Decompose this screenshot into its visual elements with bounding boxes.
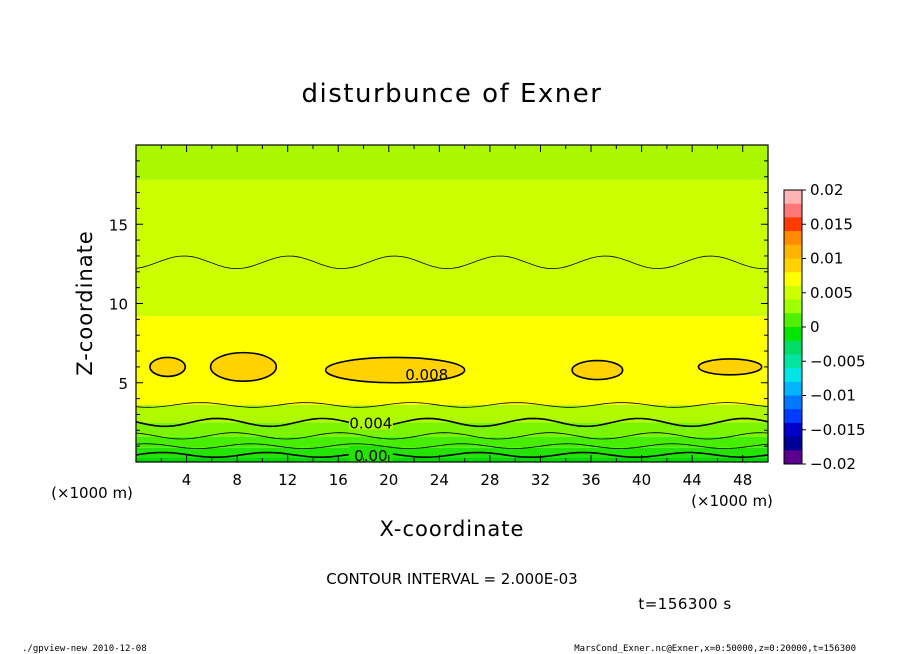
x-tick-label: 48 [733,471,752,489]
footer-right: MarsCond_Exner.nc@Exner,x=0:50000,z=0:20… [574,644,856,654]
x-axis-label: X-coordinate [380,517,525,541]
x-tick-label: 4 [182,471,192,489]
contour-label-bg-3 [348,413,393,430]
colorbar-swatch [784,272,802,287]
x-tick-label: 36 [581,471,600,489]
colorbar-swatch [784,368,802,383]
band-4 [136,404,768,423]
x-tick-label: 40 [632,471,651,489]
colorbar-swatch [784,299,802,314]
band-1 [136,447,768,458]
x-unit-right: (×1000 m) [691,492,773,510]
band-3 [136,422,768,437]
x-tick-label: 16 [329,471,348,489]
colorbar-label: 0.005 [810,284,853,302]
y-axis: 5 10 15 [109,160,768,447]
x-tick-label: 28 [480,471,499,489]
colorbar-swatch [784,436,802,451]
colorbar-swatch [784,244,802,259]
band-6 [136,179,768,317]
y-tick-label: 10 [109,296,128,314]
closed-contour-label-2: 0.008 [405,366,448,384]
colorbar-swatch [784,450,802,465]
x-tick-label: 8 [232,471,242,489]
contour-label-3: 0.004 [349,414,392,432]
colorbar-label: −0.005 [810,352,866,370]
colorbar-label: −0.02 [810,455,856,473]
colorbar-label: 0.01 [810,250,843,268]
colorbar-swatch [784,258,802,273]
colorbar: 0.02 0.015 0.01 0.005 0 −0.005 −0.01 −0.015 −0.0… [783,181,866,473]
x-tick-label: 24 [430,471,449,489]
colorbar-swatch [784,217,802,232]
colorbar-label: −0.01 [810,387,856,405]
contour-label-bg-0 [348,445,393,462]
colorbar-swatch [784,231,802,246]
y-tick-label: 15 [109,216,128,234]
colorbar-swatch [784,203,802,218]
colorbar-swatch [784,409,802,424]
colorbar-swatch [784,395,802,410]
colorbar-swatch [784,354,802,369]
closed-contour-0 [149,356,187,378]
band-0 [136,457,768,462]
band-2 [136,436,768,448]
contour-lines: 0.00 0.004 0.008 [135,255,769,465]
x-axis: 4 8 12 16 20 24 28 32 36 40 44 48 [160,145,752,489]
colorbar-swatch [784,340,802,355]
contour-line-1 [135,443,769,449]
contour-label-0: 0.00 [354,447,387,465]
x-unit-left: (×1000 m) [51,484,133,502]
closed-contour-4 [697,358,763,376]
colorbar-swatch [784,190,802,205]
contour-line-2 [135,432,769,440]
colorbar-label: 0.015 [810,215,853,233]
colorbar-label: −0.015 [810,421,866,439]
x-tick-label: 12 [278,471,297,489]
colorbar-swatch [784,381,802,396]
colorbar-swatch [784,422,802,438]
closed-contour-3 [571,359,624,381]
colorbar-swatch [784,313,802,328]
colorbar-swatch [784,285,802,301]
contour-line-0 [135,451,769,459]
chart-title: disturbunce of Exner [302,79,603,109]
plot-area [136,145,768,462]
colorbar-swatch [784,327,802,342]
footer-left: ./gpview-new 2010-12-08 [22,644,147,654]
time-label: t=156300 s [638,595,731,613]
contour-line-5 [135,255,769,270]
y-axis-label: Z-coordinate [73,230,97,376]
contour-line-3 [135,417,769,428]
x-tick-label: 32 [531,471,550,489]
colorbar-label: 0 [810,318,820,336]
closed-contour-1 [209,351,278,382]
closed-contour-2 [324,356,466,384]
contour-interval-label: CONTOUR INTERVAL = 2.000E-03 [326,570,577,588]
x-tick-label: 20 [379,471,398,489]
y-tick-label: 5 [118,375,128,393]
x-tick-label: 44 [683,471,702,489]
colorbar-label: 0.02 [810,181,843,199]
band-7 [136,145,768,180]
contour-line-4 [135,402,769,408]
